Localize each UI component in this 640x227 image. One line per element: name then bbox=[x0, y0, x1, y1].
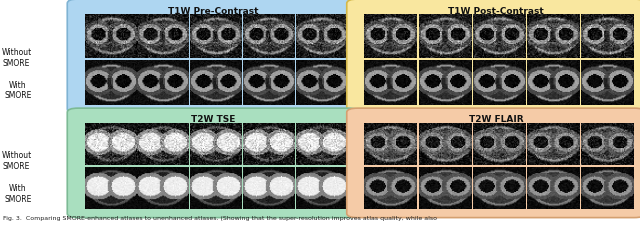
FancyBboxPatch shape bbox=[67, 108, 359, 218]
Text: With
SMORE: With SMORE bbox=[4, 81, 31, 101]
FancyBboxPatch shape bbox=[347, 0, 640, 113]
Text: Fig. 3.  Comparing SMORE-enhanced atlases to unenhanced atlases. (Showing that t: Fig. 3. Comparing SMORE-enhanced atlases… bbox=[3, 216, 437, 221]
FancyBboxPatch shape bbox=[67, 0, 359, 113]
FancyBboxPatch shape bbox=[347, 108, 640, 218]
Text: T1W Pre-Contrast: T1W Pre-Contrast bbox=[168, 7, 259, 16]
Text: T1W Post-Contrast: T1W Post-Contrast bbox=[448, 7, 544, 16]
Text: T2W TSE: T2W TSE bbox=[191, 115, 236, 124]
Text: Without
SMORE: Without SMORE bbox=[1, 151, 31, 171]
Text: With
SMORE: With SMORE bbox=[4, 184, 31, 204]
Text: Without
SMORE: Without SMORE bbox=[1, 48, 31, 68]
Text: T2W FLAIR: T2W FLAIR bbox=[468, 115, 524, 124]
